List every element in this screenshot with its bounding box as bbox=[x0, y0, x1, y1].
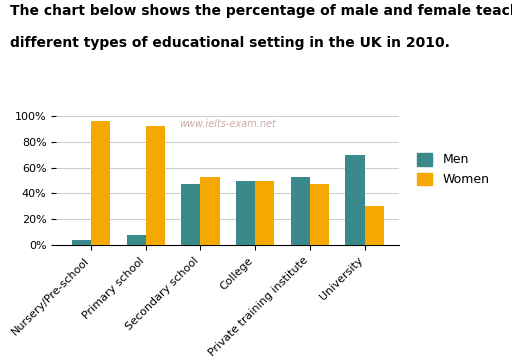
Bar bbox=[365, 206, 384, 245]
Bar bbox=[181, 184, 201, 245]
Bar bbox=[126, 235, 146, 245]
Bar bbox=[291, 177, 310, 245]
Text: The chart below shows the percentage of male and female teachers in six: The chart below shows the percentage of … bbox=[10, 4, 512, 18]
Text: different types of educational setting in the UK in 2010.: different types of educational setting i… bbox=[10, 36, 450, 50]
Bar bbox=[310, 184, 329, 245]
Bar bbox=[146, 126, 165, 245]
Bar bbox=[255, 180, 274, 245]
Bar bbox=[346, 155, 365, 245]
Legend: Men, Women: Men, Women bbox=[413, 148, 495, 191]
Text: www.ielts-exam.net: www.ielts-exam.net bbox=[179, 119, 276, 130]
Bar bbox=[236, 180, 255, 245]
Bar bbox=[91, 121, 110, 245]
Bar bbox=[201, 177, 220, 245]
Bar bbox=[72, 240, 91, 245]
